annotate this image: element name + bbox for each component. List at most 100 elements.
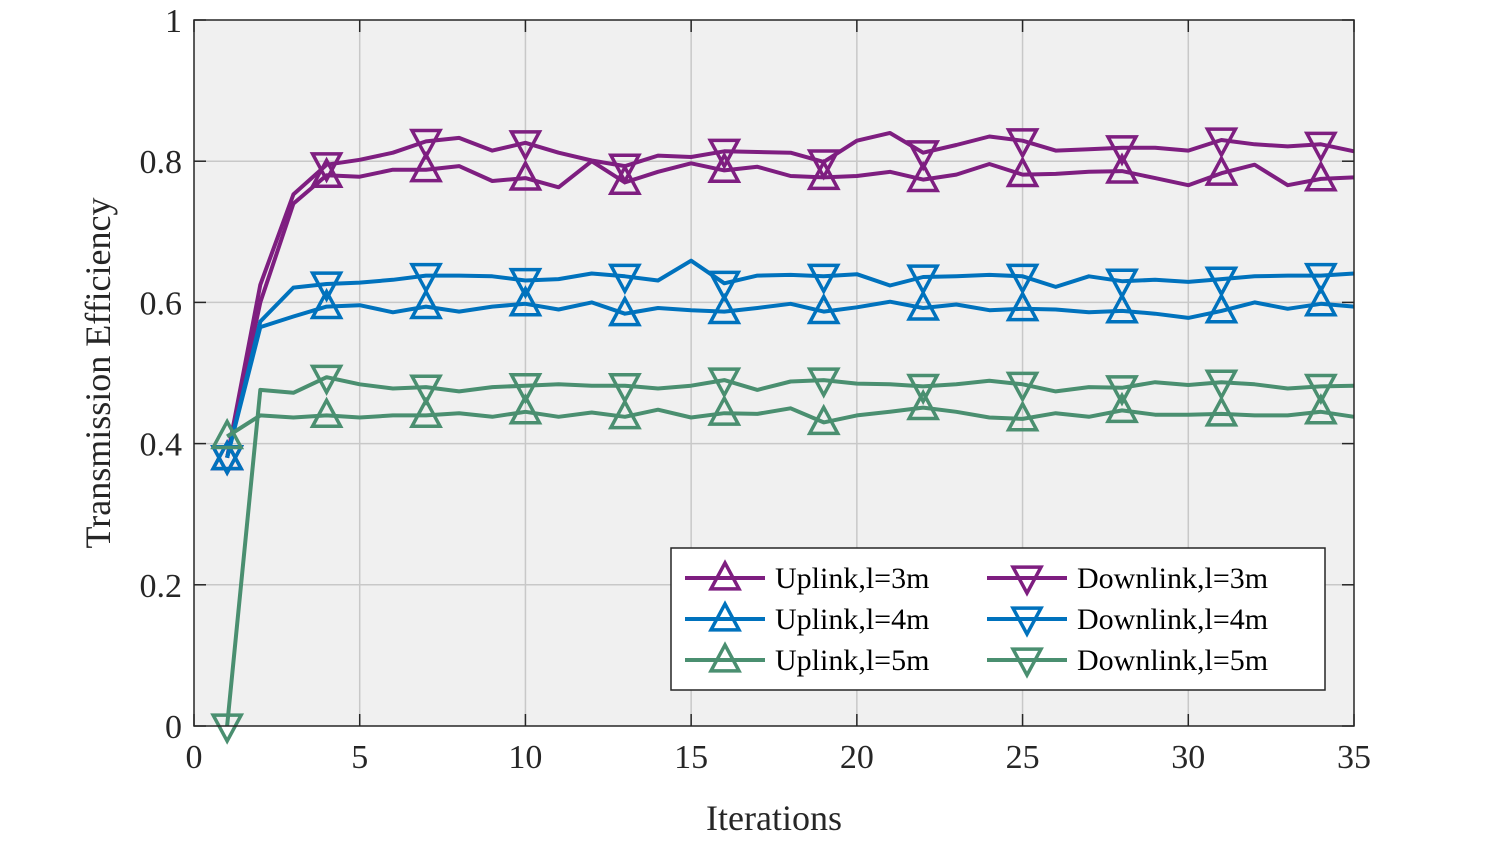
legend-swatch-marker (1010, 647, 1044, 679)
x-tick-label: 15 (674, 739, 708, 776)
data-point-downlink-l-4m (409, 262, 443, 295)
data-point-downlink-l-3m (508, 130, 543, 162)
data-point-downlink-l-4m (1204, 266, 1239, 298)
data-point-downlink-l-5m (1303, 373, 1338, 406)
data-point-uplink-l-5m (1204, 395, 1239, 427)
x-tick-label: 0 (186, 739, 203, 776)
data-point-uplink-l-3m (806, 158, 841, 191)
legend-label: Downlink,l=4m (1077, 603, 1268, 636)
data-point-downlink-l-5m (1204, 369, 1239, 401)
data-point-uplink-l-5m (806, 403, 841, 436)
legend-swatch-marker (708, 600, 742, 632)
plot-frame (193, 19, 1355, 727)
data-point-uplink-l-4m (607, 294, 642, 327)
y-tick-label: 1 (165, 3, 182, 40)
data-point-downlink-l-3m (707, 138, 742, 171)
data-point-uplink-l-4m (1204, 292, 1239, 324)
data-point-downlink-l-4m (806, 263, 841, 295)
data-point-uplink-l-3m (1005, 155, 1040, 188)
data-point-downlink-l-3m (309, 152, 344, 184)
data-point-downlink-l-3m (1303, 131, 1338, 163)
y-tick-label: 0.6 (140, 285, 183, 322)
y-tick-label: 0.4 (140, 427, 183, 464)
legend: Uplink,l=3m Downlink,l=3m Uplink,l=4m Downl… (670, 547, 1326, 691)
x-tick-label: 30 (1171, 739, 1205, 776)
data-point-uplink-l-4m (1303, 285, 1338, 317)
data-point-uplink-l-3m (906, 160, 941, 193)
data-point-uplink-l-5m (1105, 391, 1139, 424)
data-point-uplink-l-3m (607, 163, 642, 196)
data-point-uplink-l-3m (707, 151, 742, 184)
data-point-downlink-l-3m (1105, 135, 1139, 167)
series-line-downlink-l-4m (225, 258, 1355, 459)
y-tick-label: 0.8 (140, 144, 183, 181)
data-point-uplink-l-3m (1105, 152, 1139, 184)
series-line-uplink-l-5m (226, 405, 1355, 439)
data-point-uplink-l-5m (409, 396, 443, 429)
y-tick-label: 0 (165, 709, 182, 746)
x-tick-label: 20 (840, 739, 874, 776)
legend-swatch-marker (1010, 565, 1044, 597)
data-point-downlink-l-3m (409, 128, 443, 161)
data-point-uplink-l-4m (309, 287, 344, 320)
series-lines (225, 131, 1355, 727)
data-point-downlink-l-5m (1005, 371, 1040, 404)
legend-swatch-marker (708, 559, 742, 591)
legend-label: Uplink,l=3m (775, 562, 929, 595)
data-point-downlink-l-5m (806, 367, 841, 399)
data-point-uplink-l-3m (1204, 154, 1239, 186)
x-tick-labels: 0 5 10 15 20 25 30 35 (186, 739, 1372, 776)
data-point-uplink-l-4m (806, 292, 841, 325)
data-point-uplink-l-5m (210, 417, 245, 450)
data-point-uplink-l-3m (309, 156, 344, 188)
x-tick-label: 35 (1337, 739, 1371, 776)
data-point-uplink-l-4m (1005, 290, 1040, 322)
series-line-uplink-l-3m (225, 159, 1355, 459)
data-point-uplink-l-5m (1005, 400, 1040, 432)
data-point-uplink-l-5m (906, 388, 941, 421)
data-point-downlink-l-3m (1204, 127, 1239, 159)
legend-label: Downlink,l=3m (1077, 562, 1268, 595)
x-axis-label: Iterations (706, 798, 842, 838)
x-tick-label: 25 (1006, 739, 1040, 776)
data-point-downlink-l-3m (906, 140, 941, 172)
y-tick-labels: 0 0.2 0.4 0.6 0.8 1 (140, 3, 183, 746)
data-point-downlink-l-4m (309, 271, 344, 303)
data-point-uplink-l-4m (210, 439, 245, 471)
y-axis-label: Transmission Efficiency (78, 198, 118, 549)
data-point-uplink-l-3m (1303, 160, 1338, 192)
data-point-uplink-l-5m (607, 398, 642, 430)
data-point-downlink-l-4m (906, 264, 941, 296)
legend-label: Uplink,l=4m (775, 603, 929, 636)
data-point-uplink-l-4m (707, 292, 742, 325)
x-tick-label: 5 (351, 739, 368, 776)
x-tick-label: 10 (508, 739, 542, 776)
data-point-uplink-l-5m (1303, 393, 1338, 425)
data-point-downlink-l-3m (1005, 128, 1040, 160)
data-point-uplink-l-5m (707, 394, 742, 426)
data-point-uplink-l-3m (409, 150, 443, 183)
data-point-downlink-l-5m (607, 373, 642, 405)
data-point-downlink-l-5m (707, 367, 742, 399)
series-markers (210, 127, 1338, 745)
data-point-downlink-l-4m (1303, 262, 1338, 295)
data-point-downlink-l-5m (309, 364, 344, 396)
data-point-uplink-l-3m (508, 159, 543, 191)
data-point-uplink-l-4m (409, 287, 443, 320)
data-point-downlink-l-5m (906, 373, 941, 406)
legend-swatch-marker (708, 641, 742, 673)
data-point-downlink-l-4m (707, 270, 742, 303)
data-point-downlink-l-5m (1105, 375, 1139, 407)
data-point-uplink-l-5m (508, 393, 543, 425)
axis-ticks (193, 19, 1355, 727)
legend-swatch-marker (1010, 606, 1044, 638)
data-point-downlink-l-3m (607, 153, 642, 185)
data-point-downlink-l-5m (409, 374, 443, 406)
legend-label: Uplink,l=5m (775, 644, 929, 677)
data-point-downlink-l-4m (1005, 263, 1040, 295)
data-point-uplink-l-5m (309, 396, 344, 429)
data-point-downlink-l-4m (1105, 268, 1139, 300)
data-point-downlink-l-5m (508, 373, 543, 405)
data-point-uplink-l-4m (508, 285, 543, 317)
